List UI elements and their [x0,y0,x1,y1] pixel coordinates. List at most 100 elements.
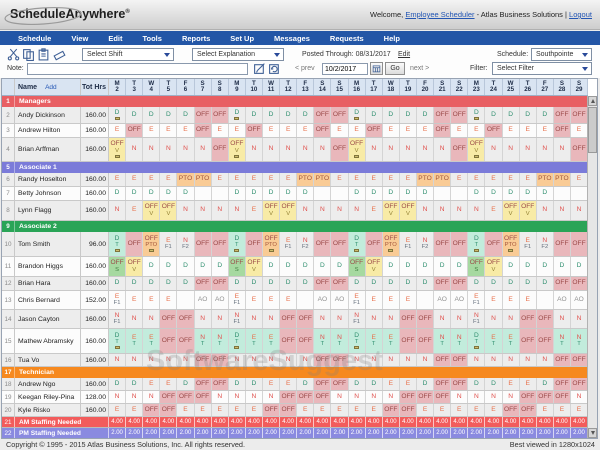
shift-cell[interactable]: E [229,404,246,416]
shift-cell[interactable]: OFF [331,138,349,161]
date-input[interactable] [322,63,368,75]
shift-cell[interactable]: E [126,291,144,309]
shift-cell[interactable]: OFF [143,404,161,416]
shift-cell[interactable]: OFF [399,329,417,353]
employee-name[interactable]: Randy Hoselton [15,173,81,186]
shift-cell[interactable] [195,187,212,200]
shift-cell[interactable]: E [383,124,400,137]
shift-cell[interactable]: E [349,404,366,416]
shift-cell[interactable]: E [126,404,144,416]
shift-cell[interactable]: N [160,138,178,161]
shift-cell[interactable]: N [434,310,452,328]
shift-cell[interactable]: D [349,107,366,123]
prev-link[interactable]: < prev [295,65,315,72]
shift-cell[interactable]: D [109,277,127,290]
shift-cell[interactable]: OFF [485,232,503,256]
shift-cell[interactable]: OFF V [262,201,281,220]
employee-name[interactable]: Mathew Abramsky [15,329,81,353]
shift-cell[interactable]: N [229,354,246,366]
shift-cell[interactable]: N [554,138,571,161]
shift-cell[interactable]: D [400,257,417,276]
shift-cell[interactable]: OFF [297,391,315,403]
shift-cell[interactable]: E [263,378,281,390]
shift-cell[interactable]: N [126,310,144,328]
shift-cell[interactable]: D [246,187,263,200]
shift-cell[interactable]: D [383,187,400,200]
shift-cell[interactable]: E [177,404,195,416]
shift-cell[interactable]: AO [434,291,452,309]
shift-cell[interactable]: N [485,138,503,161]
shift-cell[interactable]: D [434,257,452,276]
shift-cell[interactable]: N [297,201,315,220]
shift-cell[interactable]: D [280,187,298,200]
shift-cell[interactable]: N [383,138,400,161]
shift-cell[interactable]: N [383,310,400,328]
shift-cell[interactable]: OFF [434,354,452,366]
shift-cell[interactable]: N [280,138,298,161]
shift-cell[interactable]: N [263,391,281,403]
shift-cell[interactable]: D [126,107,144,123]
shift-cell[interactable]: N [177,138,195,161]
shift-cell[interactable]: PTO [297,173,315,186]
shift-cell[interactable]: E [229,173,246,186]
shift-cell[interactable]: E [297,124,315,137]
shift-cell[interactable]: E [246,173,263,186]
shift-cell[interactable]: N [160,354,178,366]
shift-cell[interactable]: OFF [365,232,383,256]
shift-cell[interactable]: E [503,291,520,309]
shift-cell[interactable]: D [160,187,178,200]
shift-cell[interactable]: N [143,310,161,328]
shift-cell[interactable]: D [503,107,520,123]
shift-cell[interactable]: N [143,138,161,161]
shift-cell[interactable]: E [417,124,435,137]
shift-cell[interactable]: PTO [536,173,554,186]
shift-cell[interactable]: E F1 [468,291,486,309]
shift-cell[interactable]: OFF [314,378,332,390]
shift-cell[interactable] [434,187,452,200]
shift-cell[interactable]: E F1 [349,291,366,309]
employee-name[interactable]: Keegan Riley-Pina [15,391,81,403]
shift-cell[interactable]: N [468,201,486,220]
shift-cell[interactable]: N [349,354,366,366]
employee-name[interactable]: Lynn Flagg [15,201,81,220]
shift-cell[interactable]: OFF [194,232,212,256]
shift-cell[interactable]: E [520,291,537,309]
shift-cell[interactable]: E [177,124,195,137]
copy-icon[interactable] [22,48,35,61]
shift-cell[interactable]: N [263,310,281,328]
shift-cell[interactable]: N [571,391,589,403]
shift-cell[interactable]: OFF [297,310,315,328]
shift-cell[interactable]: E [331,124,349,137]
shift-cell[interactable]: D [126,187,144,200]
shift-cell[interactable]: OFF S [468,257,486,276]
shift-cell[interactable]: D [314,257,332,276]
shift-cell[interactable]: N [485,391,503,403]
shift-cell[interactable]: D [366,107,383,123]
shift-cell[interactable]: D [143,107,161,123]
shift-cell[interactable]: E [246,201,263,220]
employee-name[interactable]: Chris Bernard [15,291,81,309]
shift-cell[interactable]: E [520,378,537,390]
shift-cell[interactable]: OFF [194,378,212,390]
shift-cell[interactable]: N F2 [297,232,315,256]
shift-cell[interactable]: OFF [331,107,349,123]
shift-cell[interactable]: OFF [451,277,469,290]
shift-cell[interactable]: E [571,173,589,186]
shift-cell[interactable]: OFF [331,277,349,290]
employee-scheduler-link[interactable]: Employee Scheduler [405,10,475,19]
shift-cell[interactable]: D [177,277,195,290]
schedule-select[interactable]: Southpointe [531,48,592,61]
shift-cell[interactable] [314,187,332,200]
shift-cell[interactable]: OFF [451,232,469,256]
menu-item-set-up[interactable]: Set Up [230,33,255,43]
shift-cell[interactable]: D [263,257,281,276]
